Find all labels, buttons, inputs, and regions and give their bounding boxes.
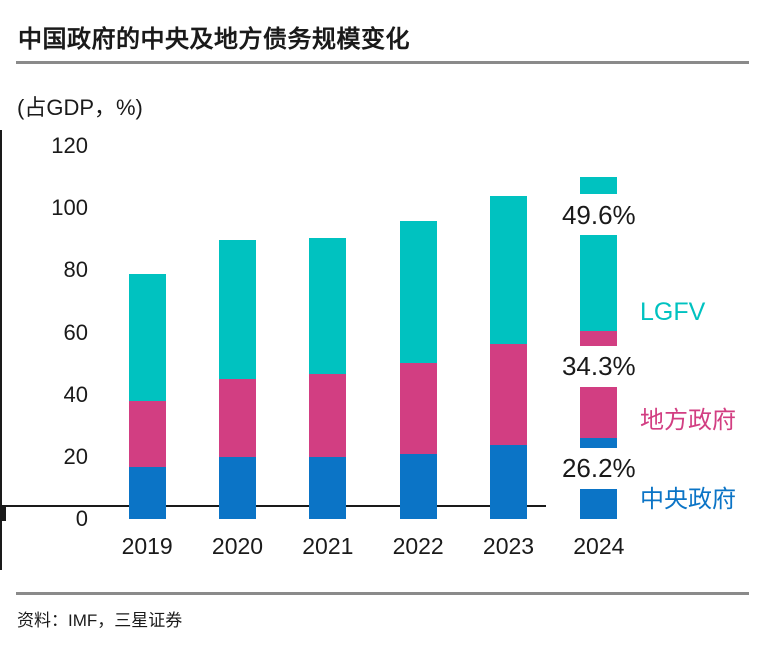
footer-rule bbox=[16, 592, 749, 595]
bar-segment-2021-local bbox=[309, 373, 347, 457]
x-tick-label: 2022 bbox=[392, 533, 444, 559]
source-note: 资料：IMF，三星证券 bbox=[17, 611, 183, 630]
x-tick bbox=[0, 528, 2, 535]
x-tick bbox=[0, 542, 2, 549]
data-label: 26.2% bbox=[561, 453, 636, 484]
x-tick bbox=[0, 535, 2, 542]
y-tick bbox=[0, 511, 6, 513]
x-axis bbox=[0, 505, 546, 507]
data-label-band bbox=[579, 345, 619, 387]
y-tick-label: 20 bbox=[63, 443, 88, 469]
title-rule bbox=[16, 61, 749, 64]
y-tick-label: 0 bbox=[75, 506, 88, 531]
chart-title: 中国政府的中央及地方债务规模变化 bbox=[18, 26, 410, 53]
legend-label-central: 中央政府 bbox=[640, 485, 736, 513]
bar-segment-2020-central bbox=[219, 456, 256, 519]
bar-segment-2021-lgfv bbox=[309, 238, 347, 374]
data-label: 49.6% bbox=[561, 199, 636, 230]
y-tick-label: 80 bbox=[63, 257, 88, 283]
bar-segment-2020-local bbox=[219, 379, 256, 457]
x-tick-label: 2019 bbox=[121, 533, 173, 559]
y-tick-label: 120 bbox=[51, 133, 88, 158]
bar-segment-2019-local bbox=[128, 400, 166, 468]
y-axis-unit-label: (占GDP，%) bbox=[17, 95, 143, 120]
bar-segment-2019-central bbox=[128, 467, 166, 519]
y-tick-label: 40 bbox=[63, 381, 88, 407]
bar-segment-2019-lgfv bbox=[128, 274, 166, 401]
y-tick bbox=[0, 519, 6, 521]
legend-label-local: 地方政府 bbox=[640, 407, 736, 435]
data-label: 34.3% bbox=[561, 351, 636, 382]
plot-area: 49.6% 34.3% 26.2% 0 20 40 60 80 100 120 2019 2020 20… bbox=[0, 130, 781, 580]
bar-segment-2022-central bbox=[399, 454, 437, 519]
data-label-band bbox=[579, 194, 619, 236]
y-tick-label: 100 bbox=[51, 195, 88, 221]
x-tick bbox=[0, 556, 2, 563]
x-tick-label: 2023 bbox=[482, 533, 535, 559]
x-tick bbox=[0, 521, 2, 528]
y-tick bbox=[0, 517, 6, 519]
bar-segment-2022-lgfv bbox=[399, 220, 437, 363]
x-tick bbox=[0, 563, 2, 570]
bar-segment-2023-lgfv bbox=[490, 196, 527, 344]
x-tick-label: 2024 bbox=[573, 533, 625, 559]
bar-segment-2022-local bbox=[399, 362, 437, 455]
y-tick-label: 60 bbox=[63, 319, 88, 345]
x-tick-label: 2020 bbox=[211, 533, 264, 559]
y-axis bbox=[0, 130, 2, 505]
legend-label-lgfv: LGFV bbox=[640, 297, 706, 326]
bar-segment-2020-lgfv bbox=[219, 239, 256, 380]
x-tick bbox=[0, 549, 2, 556]
bar-segment-2023-central bbox=[490, 445, 527, 519]
data-label-band bbox=[579, 447, 619, 489]
bar-segment-2021-central bbox=[309, 456, 347, 519]
y-tick bbox=[0, 509, 6, 511]
y-tick bbox=[0, 507, 6, 509]
bar-segment-2023-local bbox=[490, 344, 527, 446]
x-tick-label: 2021 bbox=[302, 533, 354, 559]
y-tick bbox=[0, 513, 6, 515]
y-tick bbox=[0, 515, 6, 517]
